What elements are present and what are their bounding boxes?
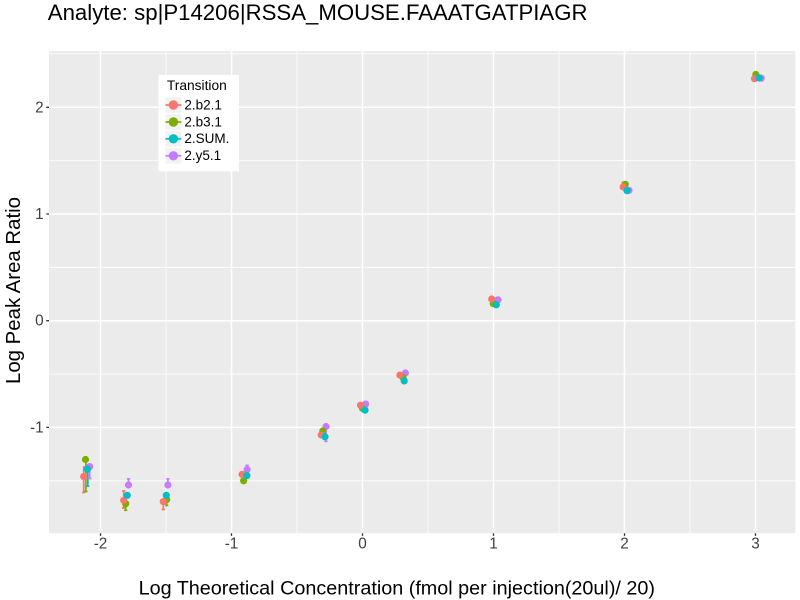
svg-text:-1: -1: [30, 419, 44, 436]
svg-text:2.SUM.: 2.SUM.: [184, 131, 229, 146]
svg-text:2.b3.1: 2.b3.1: [184, 114, 222, 129]
svg-text:0: 0: [35, 313, 44, 330]
svg-text:Log Theoretical Concentration: Log Theoretical Concentration (fmol per …: [139, 578, 655, 600]
svg-text:Log Peak Area Ratio: Log Peak Area Ratio: [3, 197, 25, 384]
svg-text:2: 2: [35, 99, 44, 116]
svg-text:1: 1: [35, 206, 44, 223]
svg-text:Analyte: sp|P14206|RSSA_MOUSE.: Analyte: sp|P14206|RSSA_MOUSE.FAAATGATPI…: [48, 0, 588, 25]
svg-text:0: 0: [358, 536, 367, 553]
svg-text:2.b2.1: 2.b2.1: [184, 97, 222, 112]
svg-text:-1: -1: [225, 536, 239, 553]
svg-text:-2: -2: [94, 536, 108, 553]
svg-text:Transition: Transition: [167, 78, 227, 93]
svg-text:3: 3: [751, 536, 760, 553]
svg-text:2: 2: [620, 536, 629, 553]
svg-text:2.y5.1: 2.y5.1: [184, 148, 221, 163]
svg-text:1: 1: [489, 536, 498, 553]
